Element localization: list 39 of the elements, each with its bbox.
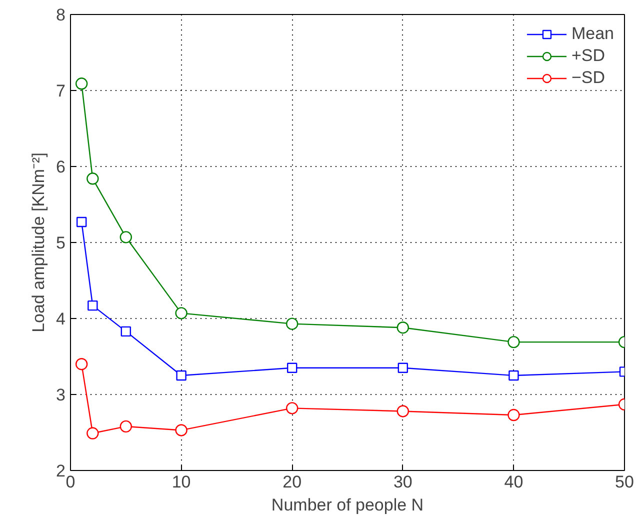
point <box>88 300 98 311</box>
point <box>75 78 88 90</box>
point <box>175 424 188 436</box>
legend-label: +SD <box>571 46 606 66</box>
point <box>86 427 99 440</box>
y-tick-label: 4 <box>56 310 66 328</box>
y-tick-label: 5 <box>56 234 66 252</box>
x-axis-title: Number of people N <box>271 496 424 514</box>
point <box>398 362 408 373</box>
point <box>120 326 131 337</box>
point <box>120 420 132 433</box>
x-tick-label: 40 <box>504 472 524 492</box>
y-axis-title: Load amplitude [KNm⁻²] <box>29 152 48 332</box>
point <box>508 370 519 381</box>
point <box>286 318 298 330</box>
point <box>396 405 409 418</box>
y-tick-label: 3 <box>56 386 66 404</box>
y-tick-label: 8 <box>56 6 66 24</box>
y-tick-label: 2 <box>56 462 66 480</box>
y-tick-label: 7 <box>56 82 66 100</box>
point <box>120 231 132 244</box>
point <box>286 402 298 414</box>
legend-label: −SD <box>571 68 606 88</box>
point <box>176 370 186 381</box>
x-tick-label: 20 <box>282 472 302 492</box>
x-tick-label: 0 <box>66 472 76 492</box>
x-tick-label: 10 <box>172 472 191 492</box>
point <box>508 408 520 422</box>
point <box>287 362 298 373</box>
point <box>175 307 188 320</box>
point <box>396 322 409 334</box>
y-tick-label: 6 <box>56 158 66 176</box>
point <box>75 358 88 370</box>
point <box>508 336 520 348</box>
x-tick-label: 30 <box>393 472 412 492</box>
point <box>86 172 99 185</box>
point <box>76 216 87 228</box>
legend-label: Mean <box>571 24 614 44</box>
x-tick-label: 50 <box>615 472 634 492</box>
